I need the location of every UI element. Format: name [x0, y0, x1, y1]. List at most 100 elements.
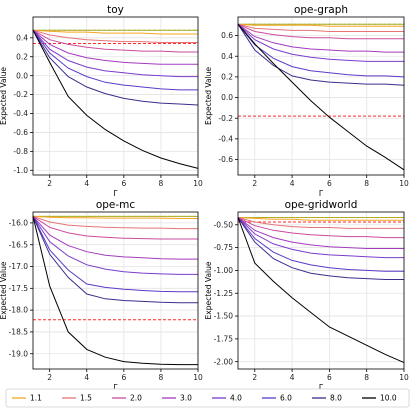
- chart-panel-3: 2 4 6 8 10 -19.0 -18.5 -18.0 -17.5 -17.0 -16.5 -16.…: [0, 199, 203, 392]
- x-tick-label: 8: [364, 373, 369, 382]
- y-tick-label: -1.50: [214, 312, 234, 321]
- legend-label: 6.0: [280, 394, 292, 403]
- y-tick-label: -0.4: [13, 109, 28, 118]
- y-tick-label: -0.2: [13, 90, 28, 99]
- series-line-1-1: [237, 217, 404, 221]
- y-tick-label: -2.00: [214, 357, 234, 366]
- y-tick-label: -0.2: [218, 114, 233, 123]
- y-tick-label: -18.0: [9, 306, 29, 315]
- y-axis-label: Expected Value: [204, 67, 213, 125]
- chart-title: ope-mc: [96, 199, 136, 211]
- chart-panel-2: 2 4 6 8 10 -0.6 -0.4 -0.2 0.0 0.2 0.4 0.6 ope-graph Γ…: [204, 4, 409, 198]
- series-line-4-0: [237, 23, 404, 62]
- x-tick-label: 2: [47, 179, 52, 188]
- y-tick-label: 0.6: [221, 31, 233, 40]
- plot-frame: [237, 16, 405, 176]
- chart-title: ope-graph: [294, 4, 348, 16]
- x-tick-label: 6: [327, 373, 332, 382]
- series-line-10-0: [237, 23, 405, 171]
- y-tick-label: -17.0: [9, 262, 29, 271]
- legend-box: [5, 388, 410, 408]
- series-line-1-1: [237, 23, 404, 27]
- y-tick-label: 0.2: [221, 72, 233, 81]
- x-tick-label: 8: [159, 179, 164, 188]
- x-tick-label: 6: [121, 373, 126, 382]
- series-line-10-0: [32, 216, 198, 366]
- y-tick-label: -1.75: [214, 334, 234, 343]
- y-tick-label: -0.6: [218, 155, 233, 164]
- x-tick-label: 8: [364, 179, 369, 188]
- series-line-1-1: [32, 215, 198, 219]
- y-tick-label: -19.0: [9, 349, 29, 358]
- y-tick-label: -16.5: [9, 240, 29, 249]
- y-tick-label: -0.75: [214, 243, 234, 252]
- plot-frame: [237, 211, 405, 370]
- legend-label: 8.0: [330, 394, 342, 403]
- y-tick-label: -0.8: [13, 147, 28, 156]
- x-tick-label: 6: [327, 179, 332, 188]
- series-line-8-0: [237, 23, 405, 86]
- chart-panel-1: 2 4 6 8 10 -1.0 -0.8 -0.6 -0.4 -0.2 0.0 0.2 0.4 toy Γ E…: [0, 4, 203, 198]
- y-axis-label: Expected Value: [0, 261, 8, 319]
- y-tick-label: 0.0: [16, 71, 28, 80]
- series-line-2-0: [32, 29, 198, 53]
- legend-label: 1.5: [80, 394, 92, 403]
- x-tick-label: 4: [290, 373, 295, 382]
- series-line-6-0: [32, 216, 198, 293]
- plot-frame: [32, 211, 199, 370]
- x-axis-label: Γ: [319, 189, 324, 198]
- series-line-6-0: [237, 23, 405, 78]
- chart-panel-4: 2 4 6 8 10 -2.00 -1.75 -1.50 -1.25 -1.00 -0.75 -0.5…: [204, 199, 409, 392]
- y-axis-label: Expected Value: [0, 67, 8, 125]
- y-tick-label: -1.25: [214, 289, 234, 298]
- y-tick-label: -18.5: [9, 328, 29, 337]
- series-line-6-0: [32, 29, 198, 91]
- x-tick-label: 4: [84, 179, 89, 188]
- series-line-6-0: [237, 217, 404, 272]
- series-line-10-0: [32, 29, 199, 169]
- x-axis-label: Γ: [113, 189, 118, 198]
- legend: 1.1 1.5 2.0 3.0 4.0 6.0 8.0 10.0: [5, 388, 410, 408]
- x-tick-label: 2: [47, 373, 52, 382]
- x-tick-label: 10: [193, 179, 203, 188]
- series-line-3-0: [237, 23, 404, 53]
- x-tick-label: 10: [399, 373, 409, 382]
- series-line-4-0: [32, 29, 198, 78]
- series-line-4-0: [237, 217, 404, 259]
- x-tick-label: 4: [290, 179, 295, 188]
- plot-frame: [32, 16, 199, 176]
- y-tick-label: 0.4: [16, 33, 28, 42]
- chart-title: toy: [107, 4, 124, 16]
- series-line-3-0: [32, 29, 198, 65]
- y-tick-label: 0.4: [221, 52, 233, 61]
- y-tick-label: -0.50: [214, 220, 234, 229]
- series-line-8-0: [32, 29, 199, 106]
- y-tick-label: 0.0: [221, 93, 233, 102]
- x-tick-label: 10: [193, 373, 203, 382]
- y-tick-label: -1.00: [214, 266, 234, 275]
- y-tick-label: -0.4: [218, 134, 233, 143]
- series-line-2-0: [237, 217, 404, 239]
- x-tick-label: 10: [399, 179, 409, 188]
- series-line-8-0: [32, 216, 198, 304]
- series-line-2-0: [32, 215, 198, 240]
- series-line-1-5: [32, 215, 198, 230]
- series-line-1-5: [237, 217, 404, 229]
- x-axis-label: Γ: [113, 383, 118, 392]
- x-tick-label: 2: [252, 179, 257, 188]
- series-line-1-5: [237, 23, 404, 32]
- x-tick-label: 4: [84, 373, 89, 382]
- x-axis-label: Γ: [319, 383, 324, 392]
- series-line-4-0: [32, 216, 198, 275]
- legend-label: 1.1: [30, 394, 42, 403]
- y-tick-label: -16.0: [9, 219, 29, 228]
- chart-title: ope-gridworld: [285, 199, 358, 211]
- series-line-1-1: [32, 29, 198, 35]
- legend-label: 3.0: [180, 394, 192, 403]
- series-line-10-0: [237, 217, 405, 364]
- y-tick-label: -1.0: [13, 166, 28, 175]
- legend-label: 10.0: [380, 394, 397, 403]
- legend-label: 2.0: [130, 394, 142, 403]
- series-line-8-0: [237, 217, 404, 280]
